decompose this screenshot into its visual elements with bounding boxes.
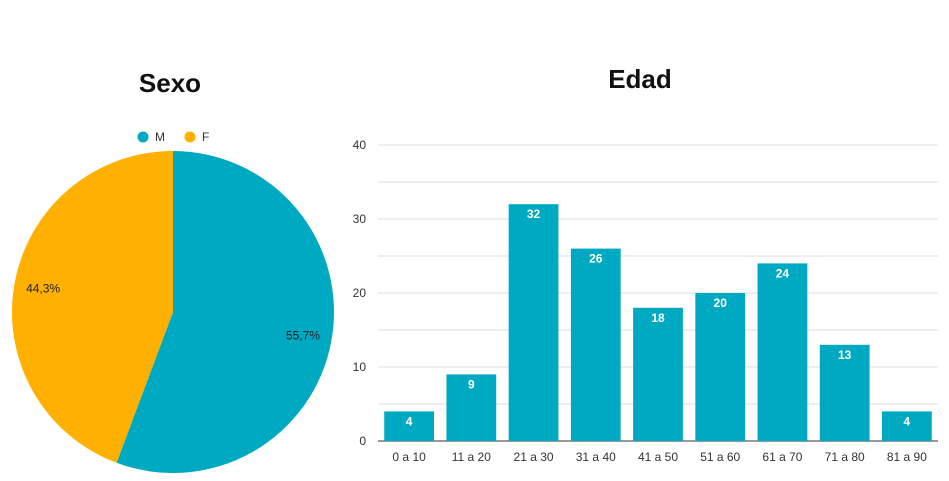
pie-slice-label-f: 44,3% [26,281,60,295]
bar-value-label: 32 [527,207,541,221]
legend-swatch-f [184,131,196,143]
bar-value-label: 9 [468,377,475,391]
pie-slice-f [11,151,174,463]
y-tick-label: 10 [353,360,367,374]
x-tick-label: 21 a 30 [514,450,554,464]
bar-4 [633,307,683,441]
x-tick-label: 81 a 90 [887,450,927,464]
y-tick-label: 20 [353,286,367,300]
x-tick-label: 61 a 70 [762,450,802,464]
pie-slice-m [116,151,334,473]
legend-label-m: M [155,130,165,144]
bar-6 [757,263,808,441]
pie-title: Sexo [139,68,201,98]
pie-slices [11,151,334,473]
bar-value-label: 4 [406,414,413,428]
bar-value-label: 18 [651,311,665,325]
bar-7 [819,344,870,441]
bar-y-axis-ticks: 0 10 20 30 40 [353,138,367,448]
x-tick-label: 31 a 40 [576,450,616,464]
bar-value-label: 4 [904,414,911,428]
bar-x-axis-ticks: 0 a 10 11 a 20 21 a 30 31 a 40 41 a 50 51 a 6… [392,450,927,464]
bar-1 [446,374,497,441]
y-tick-label: 30 [353,212,367,226]
bar-value-label: 26 [589,252,603,266]
legend-swatch-m [137,131,149,143]
y-tick-label: 0 [359,434,366,448]
bar-value-label: 20 [714,296,728,310]
x-tick-label: 11 a 20 [452,450,491,464]
bar-8 [882,411,932,441]
y-tick-label: 40 [353,138,367,152]
legend-label-f: F [202,130,209,144]
bar-title: Edad [608,64,672,94]
x-tick-label: 71 a 80 [825,450,865,464]
bar-2 [508,204,559,441]
bar-3 [570,248,621,441]
pie-labels: 55,7% 44,3% [26,281,320,342]
x-tick-label: 41 a 50 [638,450,678,464]
x-tick-label: 51 a 60 [700,450,740,464]
pie-slice-label-m: 55,7% [286,329,320,343]
x-tick-label: 0 a 10 [392,450,426,464]
bar-bars: 4 9 32 26 18 20 24 13 4 [384,204,932,441]
bar-5 [695,293,746,441]
bar-0 [384,411,434,441]
bar-value-label: 13 [838,348,852,362]
bar-value-label: 24 [776,266,790,280]
